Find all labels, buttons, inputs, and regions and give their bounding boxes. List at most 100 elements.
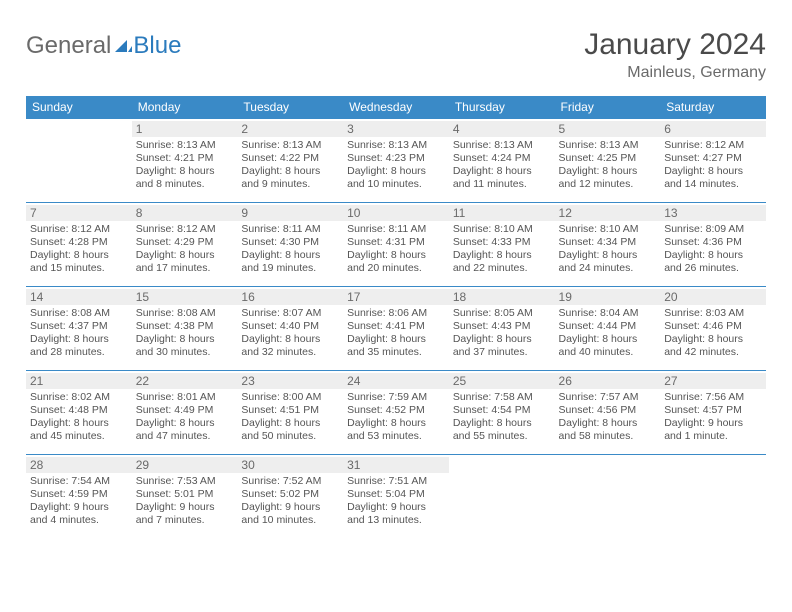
sunset-text: Sunset: 4:36 PM <box>664 236 762 249</box>
day-number: 3 <box>343 121 449 137</box>
day-cell: 31Sunrise: 7:51 AMSunset: 5:04 PMDayligh… <box>343 455 449 539</box>
sunrise-text: Sunrise: 8:03 AM <box>664 307 762 320</box>
calendar-table: Sunday Monday Tuesday Wednesday Thursday… <box>26 96 766 539</box>
daylight-text: Daylight: 8 hours and 10 minutes. <box>347 165 445 191</box>
sunrise-text: Sunrise: 8:00 AM <box>241 391 339 404</box>
day-number: 5 <box>555 121 661 137</box>
day-details: Sunrise: 7:53 AMSunset: 5:01 PMDaylight:… <box>136 475 234 528</box>
day-cell <box>660 455 766 539</box>
day-details: Sunrise: 8:13 AMSunset: 4:21 PMDaylight:… <box>136 139 234 192</box>
title-block: January 2024 Mainleus, Germany <box>584 28 766 82</box>
day-number: 13 <box>660 205 766 221</box>
sunset-text: Sunset: 4:49 PM <box>136 404 234 417</box>
day-details: Sunrise: 8:10 AMSunset: 4:33 PMDaylight:… <box>453 223 551 276</box>
day-cell: 7 Sunrise: 8:12 AMSunset: 4:28 PMDaylight… <box>26 203 132 287</box>
daylight-text: Daylight: 8 hours and 11 minutes. <box>453 165 551 191</box>
daylight-text: Daylight: 8 hours and 53 minutes. <box>347 417 445 443</box>
day-details: Sunrise: 8:13 AMSunset: 4:25 PMDaylight:… <box>559 139 657 192</box>
sunset-text: Sunset: 4:23 PM <box>347 152 445 165</box>
daylight-text: Daylight: 8 hours and 26 minutes. <box>664 249 762 275</box>
sunset-text: Sunset: 4:54 PM <box>453 404 551 417</box>
day-details: Sunrise: 8:08 AMSunset: 4:37 PMDaylight:… <box>30 307 128 360</box>
day-cell: 5 Sunrise: 8:13 AMSunset: 4:25 PMDaylight… <box>555 119 661 203</box>
sunset-text: Sunset: 4:48 PM <box>30 404 128 417</box>
daylight-text: Daylight: 8 hours and 30 minutes. <box>136 333 234 359</box>
day-cell <box>26 119 132 203</box>
sunset-text: Sunset: 4:43 PM <box>453 320 551 333</box>
daylight-text: Daylight: 8 hours and 55 minutes. <box>453 417 551 443</box>
sunrise-text: Sunrise: 8:07 AM <box>241 307 339 320</box>
week-row: 1Sunrise: 8:13 AMSunset: 4:21 PMDaylight… <box>26 119 766 203</box>
sunset-text: Sunset: 4:46 PM <box>664 320 762 333</box>
day-cell: 6Sunrise: 8:12 AMSunset: 4:27 PMDaylight… <box>660 119 766 203</box>
week-row: 21Sunrise: 8:02 AMSunset: 4:48 PMDayligh… <box>26 371 766 455</box>
sunset-text: Sunset: 4:41 PM <box>347 320 445 333</box>
daylight-text: Daylight: 8 hours and 42 minutes. <box>664 333 762 359</box>
day-cell <box>449 455 555 539</box>
sunrise-text: Sunrise: 8:13 AM <box>453 139 551 152</box>
daylight-text: Daylight: 9 hours and 13 minutes. <box>347 501 445 527</box>
sunset-text: Sunset: 4:56 PM <box>559 404 657 417</box>
daylight-text: Daylight: 8 hours and 20 minutes. <box>347 249 445 275</box>
location: Mainleus, Germany <box>584 64 766 82</box>
sunset-text: Sunset: 4:33 PM <box>453 236 551 249</box>
day-details: Sunrise: 8:12 AMSunset: 4:28 PMDaylight:… <box>30 223 128 276</box>
sunset-text: Sunset: 4:37 PM <box>30 320 128 333</box>
daylight-text: Daylight: 8 hours and 12 minutes. <box>559 165 657 191</box>
brand-logo: General Blue <box>26 32 181 60</box>
day-number: 7 <box>26 205 132 221</box>
daylight-text: Daylight: 8 hours and 15 minutes. <box>30 249 128 275</box>
day-details: Sunrise: 8:13 AMSunset: 4:24 PMDaylight:… <box>453 139 551 192</box>
daylight-text: Daylight: 8 hours and 17 minutes. <box>136 249 234 275</box>
day-details: Sunrise: 8:04 AMSunset: 4:44 PMDaylight:… <box>559 307 657 360</box>
day-header: Sunday <box>26 96 132 119</box>
daylight-text: Daylight: 8 hours and 22 minutes. <box>453 249 551 275</box>
sunset-text: Sunset: 4:29 PM <box>136 236 234 249</box>
day-cell: 22Sunrise: 8:01 AMSunset: 4:49 PMDayligh… <box>132 371 238 455</box>
week-row: 14Sunrise: 8:08 AMSunset: 4:37 PMDayligh… <box>26 287 766 371</box>
day-number: 11 <box>449 205 555 221</box>
week-row: 28 Sunrise: 7:54 AMSunset: 4:59 PMDayligh… <box>26 455 766 539</box>
sunrise-text: Sunrise: 8:11 AM <box>241 223 339 236</box>
day-cell: 18Sunrise: 8:05 AMSunset: 4:43 PMDayligh… <box>449 287 555 371</box>
day-details: Sunrise: 8:01 AMSunset: 4:49 PMDaylight:… <box>136 391 234 444</box>
day-details: Sunrise: 7:54 AMSunset: 4:59 PMDaylight:… <box>30 475 128 528</box>
sunrise-text: Sunrise: 8:06 AM <box>347 307 445 320</box>
day-number: 24 <box>343 373 449 389</box>
day-cell: 16Sunrise: 8:07 AMSunset: 4:40 PMDayligh… <box>237 287 343 371</box>
daylight-text: Daylight: 8 hours and 24 minutes. <box>559 249 657 275</box>
sunrise-text: Sunrise: 8:02 AM <box>30 391 128 404</box>
week-row: 7 Sunrise: 8:12 AMSunset: 4:28 PMDaylight… <box>26 203 766 287</box>
day-details: Sunrise: 8:08 AMSunset: 4:38 PMDaylight:… <box>136 307 234 360</box>
day-details: Sunrise: 7:59 AMSunset: 4:52 PMDaylight:… <box>347 391 445 444</box>
day-cell: 29Sunrise: 7:53 AMSunset: 5:01 PMDayligh… <box>132 455 238 539</box>
day-number: 30 <box>237 457 343 473</box>
sunrise-text: Sunrise: 7:58 AM <box>453 391 551 404</box>
day-details: Sunrise: 8:09 AMSunset: 4:36 PMDaylight:… <box>664 223 762 276</box>
sunrise-text: Sunrise: 8:10 AM <box>559 223 657 236</box>
day-cell: 21Sunrise: 8:02 AMSunset: 4:48 PMDayligh… <box>26 371 132 455</box>
sunset-text: Sunset: 4:59 PM <box>30 488 128 501</box>
day-number: 6 <box>660 121 766 137</box>
sunset-text: Sunset: 5:04 PM <box>347 488 445 501</box>
day-number: 8 <box>132 205 238 221</box>
day-cell: 2Sunrise: 8:13 AMSunset: 4:22 PMDaylight… <box>237 119 343 203</box>
day-number: 20 <box>660 289 766 305</box>
day-number: 28 <box>26 457 132 473</box>
month-title: January 2024 <box>584 28 766 62</box>
sunrise-text: Sunrise: 8:04 AM <box>559 307 657 320</box>
day-details: Sunrise: 8:12 AMSunset: 4:29 PMDaylight:… <box>136 223 234 276</box>
daylight-text: Daylight: 9 hours and 7 minutes. <box>136 501 234 527</box>
day-number: 27 <box>660 373 766 389</box>
day-cell: 15 Sunrise: 8:08 AMSunset: 4:38 PMDayligh… <box>132 287 238 371</box>
day-number: 23 <box>237 373 343 389</box>
day-details: Sunrise: 7:51 AMSunset: 5:04 PMDaylight:… <box>347 475 445 528</box>
sunrise-text: Sunrise: 8:13 AM <box>241 139 339 152</box>
day-number: 15 <box>132 289 238 305</box>
day-cell: 4Sunrise: 8:13 AMSunset: 4:24 PMDaylight… <box>449 119 555 203</box>
sunrise-text: Sunrise: 7:59 AM <box>347 391 445 404</box>
day-header: Saturday <box>660 96 766 119</box>
sunset-text: Sunset: 4:30 PM <box>241 236 339 249</box>
day-cell: 3Sunrise: 8:13 AMSunset: 4:23 PMDaylight… <box>343 119 449 203</box>
header: General Blue January 2024 Mainleus, Germ… <box>26 28 766 82</box>
